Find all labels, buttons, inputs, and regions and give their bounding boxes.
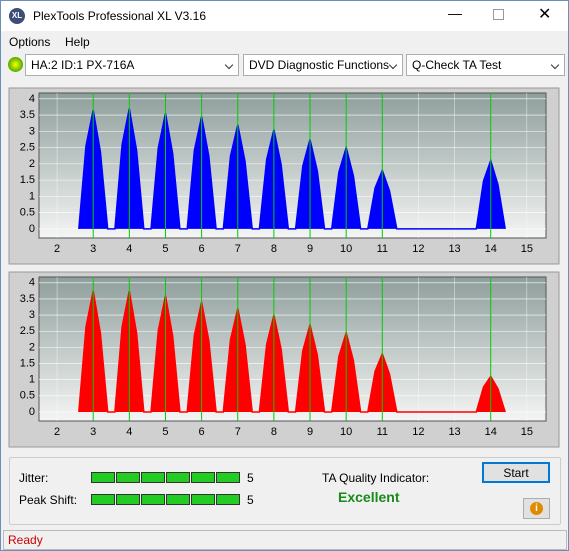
- x-tick-label: 4: [126, 426, 132, 438]
- results-panel: [9, 457, 561, 525]
- x-tick-label: 7: [235, 426, 241, 438]
- level-block: [191, 472, 215, 483]
- level-block: [216, 472, 240, 483]
- x-tick-label: 13: [448, 426, 460, 438]
- jitter-value: 5: [247, 471, 254, 485]
- ta-label: TA Quality Indicator:: [322, 471, 430, 485]
- menu-options[interactable]: Options: [9, 35, 51, 49]
- y-tick-label: 2: [29, 341, 35, 353]
- level-block: [141, 472, 165, 483]
- drive-select[interactable]: HA:2 ID:1 PX-716A: [25, 54, 239, 76]
- function-select[interactable]: DVD Diagnostic Functions: [243, 54, 403, 76]
- histogram-area: [78, 290, 506, 413]
- charts: 00.511.522.533.542 3 4 5 6 7 8 9 10 11 12 13 14 1500.…: [8, 87, 560, 448]
- x-tick-label: 7: [235, 243, 241, 255]
- level-block: [116, 494, 140, 505]
- peak-shift-value: 5: [247, 493, 254, 507]
- y-tick-label: 1: [29, 190, 35, 202]
- plot-area: [38, 92, 547, 239]
- drive-icon: [8, 57, 23, 72]
- x-tick-label: 14: [485, 426, 497, 438]
- y-tick-label: 3: [29, 125, 35, 137]
- level-block: [91, 494, 115, 505]
- level-block: [141, 494, 165, 505]
- start-button[interactable]: Start: [482, 462, 550, 483]
- level-block: [166, 494, 190, 505]
- x-tick-label: 12: [412, 426, 424, 438]
- status-bar: Ready: [3, 530, 567, 550]
- window-title: PlexTools Professional XL V3.16: [33, 9, 206, 23]
- y-tick-label: 1: [29, 374, 35, 386]
- app-logo: XL: [9, 8, 25, 24]
- y-tick-label: 3: [29, 309, 35, 321]
- x-tick-label: 2: [54, 426, 60, 438]
- y-tick-label: 2.5: [20, 142, 35, 154]
- x-tick-label: 8: [271, 243, 277, 255]
- x-tick-label: 10: [340, 243, 352, 255]
- level-block: [91, 472, 115, 483]
- x-tick-label: 14: [485, 243, 497, 255]
- ta-value: Excellent: [338, 489, 400, 505]
- x-tick-label: 9: [307, 243, 313, 255]
- x-tick-label: 3: [90, 426, 96, 438]
- y-tick-label: 1.5: [20, 174, 35, 186]
- test-select[interactable]: Q-Check TA Test: [406, 54, 565, 76]
- x-tick-label: 15: [521, 426, 533, 438]
- maximize[interactable]: [493, 9, 504, 20]
- y-tick-label: 2: [29, 158, 35, 170]
- histogram-area: [78, 108, 506, 230]
- minimize[interactable]: —: [448, 5, 462, 21]
- y-tick-label: 3.5: [20, 109, 35, 121]
- y-tick-label: 3.5: [20, 293, 35, 305]
- x-tick-label: 11: [377, 243, 388, 255]
- y-tick-label: 0.5: [20, 207, 35, 219]
- x-tick-label: 9: [307, 426, 313, 438]
- x-tick-label: 2: [54, 243, 60, 255]
- y-tick-label: 0.5: [20, 390, 35, 402]
- x-tick-label: 12: [412, 243, 424, 255]
- x-tick-label: 5: [162, 243, 168, 255]
- jitter-label: Jitter:: [19, 471, 49, 485]
- y-tick-label: 4: [29, 93, 35, 105]
- level-block: [216, 494, 240, 505]
- x-tick-label: 4: [126, 243, 132, 255]
- x-tick-label: 13: [448, 243, 460, 255]
- x-tick-label: 6: [199, 243, 205, 255]
- menu-help[interactable]: Help: [65, 35, 90, 49]
- peak-shift-label: Peak Shift:: [19, 493, 78, 507]
- y-tick-label: 1.5: [20, 357, 35, 369]
- status-text: Ready: [8, 533, 43, 547]
- y-tick-label: 0: [29, 223, 35, 235]
- close[interactable]: ✕: [538, 6, 552, 23]
- x-tick-label: 15: [521, 243, 533, 255]
- level-block: [191, 494, 215, 505]
- plot-area: [38, 276, 547, 422]
- info-button[interactable]: i: [523, 498, 550, 519]
- y-tick-label: 0: [29, 406, 35, 418]
- x-tick-label: 6: [199, 426, 205, 438]
- x-tick-label: 10: [340, 426, 352, 438]
- level-block: [166, 472, 190, 483]
- x-tick-label: 8: [271, 426, 277, 438]
- title-bar: XL PlexTools Professional XL V3.16 — ✕: [1, 1, 568, 31]
- level-block: [116, 472, 140, 483]
- x-tick-label: 3: [90, 243, 96, 255]
- x-tick-label: 11: [377, 426, 388, 438]
- y-tick-label: 4: [29, 277, 35, 289]
- y-tick-label: 2.5: [20, 325, 35, 337]
- x-tick-label: 5: [162, 426, 168, 438]
